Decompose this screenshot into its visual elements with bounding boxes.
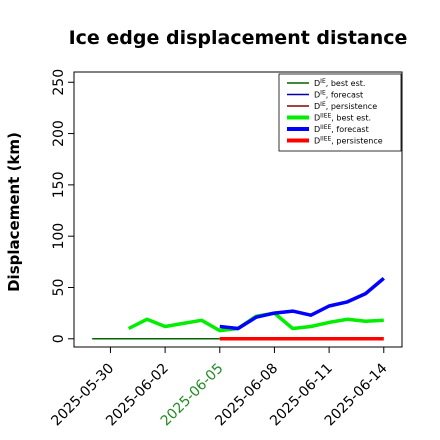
legend-box (278, 73, 402, 152)
legend-label: DIIEE, forecast (314, 124, 369, 134)
chart-title: Ice edge displacement distance (69, 27, 408, 49)
y-tick-label: 200 (51, 120, 67, 147)
legend-label: DIIEE, best est. (314, 113, 371, 123)
x-axis: 2025-05-302025-06-022025-06-052025-06-08… (48, 347, 391, 429)
legend-label: DIE, best est. (314, 78, 365, 88)
y-tick-label: 100 (51, 223, 67, 250)
y-tick-label: 150 (51, 172, 67, 199)
series-group (92, 276, 385, 341)
y-tick-label: 50 (51, 279, 67, 297)
y-tick-label: 250 (51, 69, 67, 96)
legend-label: DIE, persistence (314, 101, 377, 111)
y-tick-label: 0 (51, 334, 67, 343)
legend-label: DIIEE, persistence (314, 136, 383, 146)
y-axis-label: Displacement (km) (5, 132, 23, 292)
series-line-5 (219, 276, 385, 331)
plot-frame (73, 71, 403, 348)
y-axis: 0 50 100 150 200 250 (51, 69, 74, 343)
legend-label: DIE, forecast (314, 90, 363, 100)
